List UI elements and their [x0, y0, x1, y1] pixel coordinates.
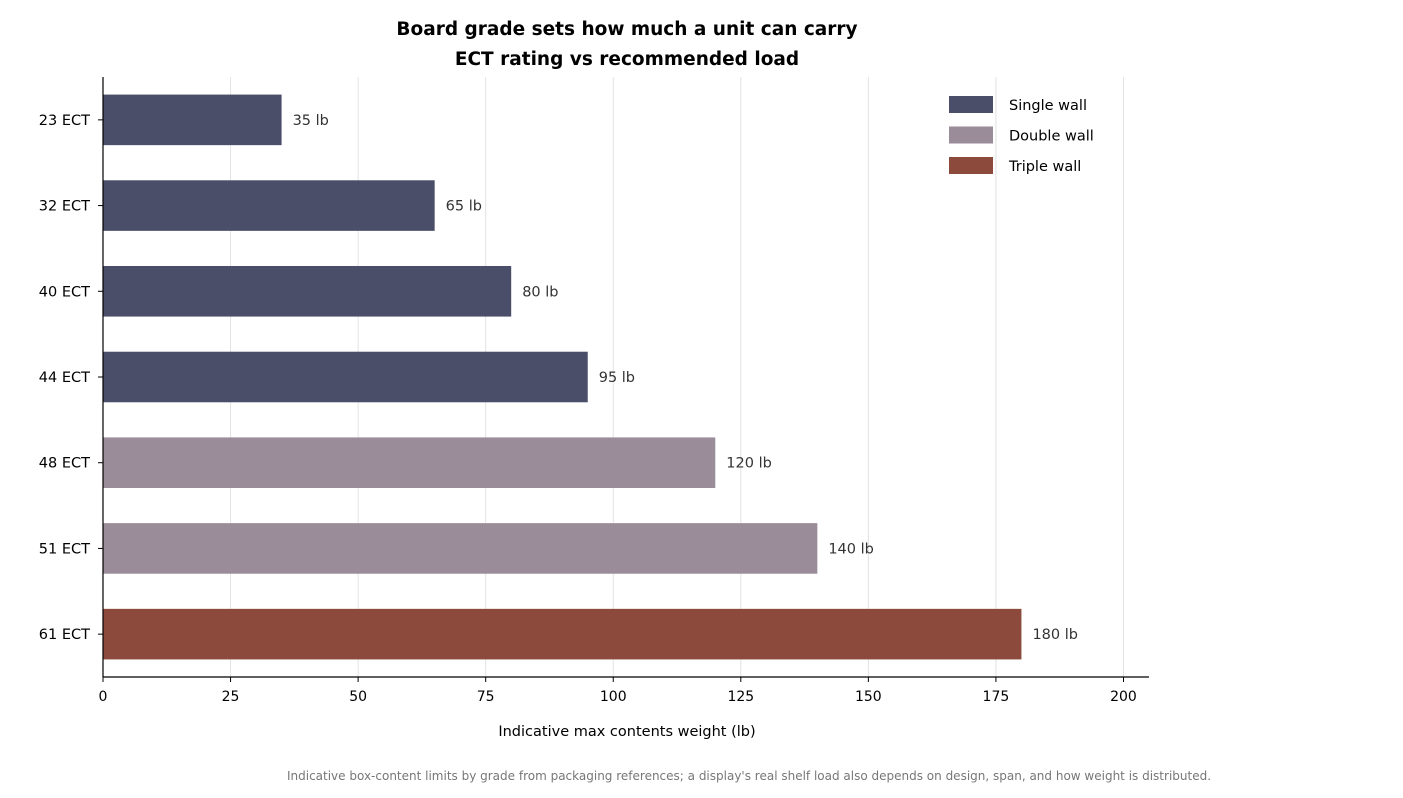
x-tick-label: 200	[1110, 689, 1137, 705]
legend: Single wall Double wall Triple wall	[949, 96, 1094, 175]
bar	[103, 180, 435, 231]
y-tick-label: 23 ECT	[39, 113, 90, 129]
bar-value-label: 120 lb	[726, 456, 772, 472]
axes: 0 25 50 75 100 125 150 175 200 23 ECT 32 ECT 40 ECT…	[39, 77, 1149, 705]
bar-value-label: 35 lb	[293, 113, 329, 129]
x-tick-label: 0	[99, 689, 108, 705]
bars: 35 lb 65 lb 80 lb 95 lb 120 lb 140 lb 180 lb	[103, 94, 1078, 660]
bar	[103, 351, 588, 403]
legend-swatch	[949, 157, 993, 174]
bar	[103, 266, 512, 317]
y-tick-label: 44 ECT	[39, 370, 90, 386]
chart-title-line-2: ECT rating vs recommended load	[455, 49, 799, 70]
bar-value-label: 80 lb	[522, 284, 558, 300]
bar	[103, 608, 1022, 660]
bar	[103, 437, 716, 488]
x-tick-label: 125	[727, 689, 754, 705]
bar-value-label: 140 lb	[828, 541, 874, 557]
x-tick-label: 100	[600, 689, 627, 705]
x-tick-label: 175	[983, 689, 1010, 705]
y-tick-label: 32 ECT	[39, 199, 90, 215]
y-tick-label: 40 ECT	[39, 284, 90, 300]
x-tick-label: 25	[222, 689, 240, 705]
y-tick-label: 61 ECT	[39, 627, 90, 643]
bar-value-label: 65 lb	[446, 199, 482, 215]
chart-title-line-1: Board grade sets how much a unit can car…	[396, 19, 857, 40]
x-axis-label: Indicative max contents weight (lb)	[498, 724, 755, 740]
bar-value-label: 180 lb	[1032, 627, 1078, 643]
x-tick-label: 150	[855, 689, 882, 705]
x-tick-label: 75	[477, 689, 495, 705]
bar	[103, 523, 818, 574]
x-tick-label: 50	[349, 689, 367, 705]
bar-value-label: 95 lb	[599, 370, 635, 386]
legend-label: Single wall	[1009, 98, 1087, 114]
bar	[103, 94, 282, 146]
legend-swatch	[949, 126, 993, 144]
y-tick-label: 51 ECT	[39, 541, 90, 557]
legend-swatch	[949, 96, 993, 113]
footnote: Indicative box-content limits by grade f…	[287, 769, 1211, 783]
y-tick-label: 48 ECT	[39, 456, 90, 472]
legend-label: Triple wall	[1008, 159, 1081, 175]
legend-label: Double wall	[1009, 129, 1094, 145]
